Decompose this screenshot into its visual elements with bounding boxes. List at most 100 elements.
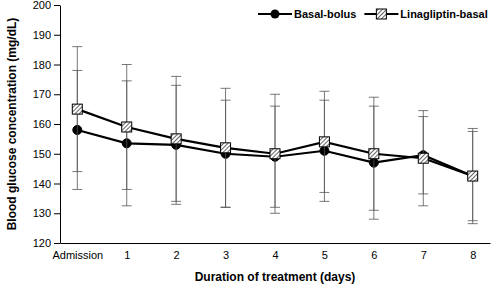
y-tick: 170	[33, 88, 60, 100]
y-tick: 120	[33, 237, 60, 249]
error-bar-cap	[319, 192, 329, 193]
error-bar-cap	[122, 189, 132, 190]
marker	[72, 104, 82, 114]
marker	[122, 122, 132, 132]
marker	[270, 149, 280, 159]
error-bar-cap	[171, 201, 181, 202]
y-tick: 140	[33, 178, 60, 190]
y-tick-mark	[54, 94, 60, 95]
error-bar-cap	[72, 189, 82, 190]
error-bar-cap	[369, 219, 379, 220]
x-axis-title: Duration of treatment (days)	[195, 270, 356, 284]
x-tick-label: 1	[124, 249, 130, 261]
x-axis-line	[61, 243, 491, 244]
error-bar-cap	[418, 110, 428, 111]
series	[72, 70, 477, 220]
error-bar-cap	[122, 205, 132, 206]
x-tick: 6	[371, 243, 377, 261]
error-bar-cap	[468, 128, 478, 129]
error-bar	[319, 91, 329, 192]
legend-marker	[376, 9, 386, 19]
chart: 120 130 140 150 160 170 180 190 200 Admission 1 2 3 4…	[0, 0, 500, 288]
error-bar	[369, 97, 379, 210]
error-bar-cap	[122, 64, 132, 65]
y-tick: 160	[33, 118, 60, 130]
error-bar-cap	[72, 46, 82, 47]
error-bar-cap	[369, 97, 379, 98]
error-bar-cap	[468, 223, 478, 224]
y-tick-label: 190	[33, 29, 51, 41]
error-bar-cap	[418, 205, 428, 206]
marker	[221, 143, 231, 153]
y-tick-label: 200	[33, 0, 51, 11]
legend-marker	[271, 10, 280, 19]
x-tick-label: 3	[223, 249, 229, 261]
error-bar	[418, 111, 428, 206]
y-tick-label: 150	[33, 148, 51, 160]
y-axis: 120 130 140 150 160 170 180 190 200	[33, 0, 61, 249]
y-tick-mark	[54, 243, 60, 244]
error-bar-cap	[171, 76, 181, 77]
x-tick: 1	[124, 243, 130, 261]
marker	[171, 134, 181, 144]
error-bar	[468, 128, 478, 223]
error-bar-cap	[72, 171, 82, 172]
marker	[418, 153, 428, 163]
error-bar	[171, 76, 181, 201]
y-tick-mark	[54, 124, 60, 125]
y-tick: 190	[33, 29, 60, 41]
marker	[319, 137, 329, 147]
y-tick-mark	[54, 65, 60, 66]
series	[72, 47, 477, 224]
marker	[468, 172, 477, 181]
x-tick-label: Admission	[52, 249, 103, 261]
marker	[468, 171, 478, 181]
y-tick-mark	[54, 154, 60, 155]
error-bar-cap	[270, 94, 280, 95]
x-tick: 8	[470, 243, 476, 261]
y-axis-line	[60, 6, 61, 244]
legend: Basal-bolus Linagliptin-basal	[258, 8, 488, 20]
y-tick-mark	[54, 35, 60, 36]
error-bar-cap	[171, 204, 181, 205]
x-tick-label: 8	[470, 249, 476, 261]
x-tick-label: 6	[371, 249, 377, 261]
x-tick: 7	[421, 243, 427, 261]
legend-item: Basal-bolus	[258, 8, 356, 20]
y-tick-label: 170	[33, 88, 51, 100]
error-bar-cap	[270, 213, 280, 214]
y-tick-label: 180	[33, 59, 51, 71]
y-tick-mark	[54, 213, 60, 214]
legend-label: Linagliptin-basal	[400, 8, 487, 20]
error-bar-cap	[221, 207, 231, 208]
y-tick-label: 140	[33, 178, 51, 190]
plot: 120 130 140 150 160 170 180 190 200 Admission 1 2 3 4…	[33, 0, 491, 261]
marker	[369, 149, 379, 159]
x-tick-label: 5	[322, 249, 328, 261]
x-tick: 2	[174, 243, 180, 261]
x-tick-label: 4	[272, 249, 278, 261]
y-tick-label: 130	[33, 207, 51, 219]
series-line	[77, 109, 472, 176]
error-bar	[122, 65, 132, 190]
y-tick: 180	[33, 59, 60, 71]
error-bar	[221, 88, 231, 207]
y-tick-label: 120	[33, 237, 51, 249]
y-tick-label: 160	[33, 118, 51, 130]
x-tick: 5	[322, 243, 328, 261]
x-tick: 4	[272, 243, 278, 261]
error-bar-cap	[369, 210, 379, 211]
error-bar	[72, 47, 82, 172]
error-bar-cap	[319, 91, 329, 92]
marks	[72, 47, 477, 224]
y-tick: 150	[33, 148, 60, 160]
x-axis: Admission 1 2 3 4 5 6 7 8	[52, 243, 490, 261]
legend-item: Linagliptin-basal	[364, 8, 487, 20]
y-tick: 130	[33, 207, 60, 219]
x-tick-label: 2	[174, 249, 180, 261]
error-bar-cap	[319, 201, 329, 202]
x-tick-label: 7	[421, 249, 427, 261]
y-tick-mark	[54, 184, 60, 185]
y-tick-mark	[54, 5, 60, 6]
y-axis-title: Blood glucose concentration (mg/dL)	[5, 18, 19, 231]
